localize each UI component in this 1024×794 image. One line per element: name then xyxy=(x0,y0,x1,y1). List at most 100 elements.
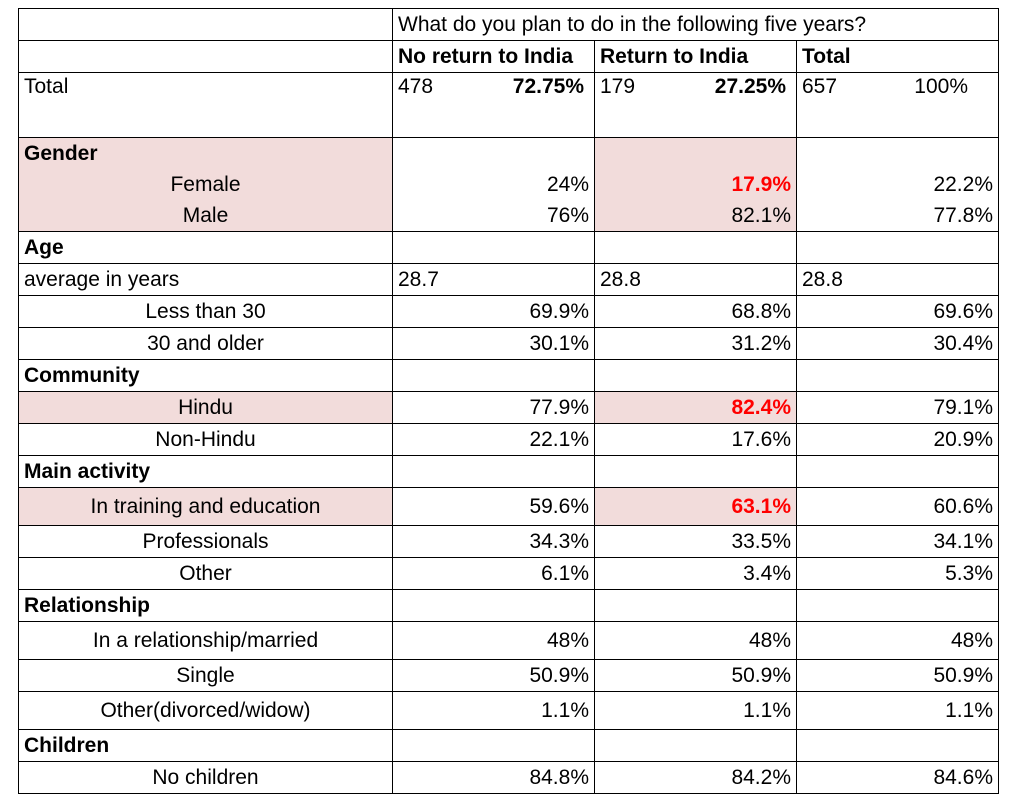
value-cell: 82.1% xyxy=(594,200,797,232)
table-row: Non-Hindu 22.1% 17.6% 20.9% xyxy=(18,423,999,456)
cell xyxy=(18,8,393,41)
value-cell: 33.5% xyxy=(594,525,797,558)
cell xyxy=(392,359,595,392)
row-label: Less than 30 xyxy=(18,295,393,328)
value-cell: 28.7 xyxy=(392,263,595,296)
value-cell: 28.8 xyxy=(796,263,999,296)
value-cell: 1.1% xyxy=(796,691,999,730)
table-row: In training and education 59.6% 63.1% 60.6% xyxy=(18,487,999,526)
row-label: Other xyxy=(18,557,393,590)
value-cell: 77.8% xyxy=(796,200,999,232)
row-label: Hindu xyxy=(18,391,393,424)
value-cell: 34.3% xyxy=(392,525,595,558)
value-cell: 17.9% xyxy=(594,169,797,200)
value-cell: 22.1% xyxy=(392,423,595,456)
value-cell: 84.6% xyxy=(796,761,999,794)
table-row: 30 and older 30.1% 31.2% 30.4% xyxy=(18,327,999,360)
cell xyxy=(594,359,797,392)
table-row: Community xyxy=(18,359,999,392)
cell xyxy=(594,137,797,169)
value-cell: 22.2% xyxy=(796,169,999,200)
count: 657 xyxy=(802,75,838,98)
total-values: 179 27.25% xyxy=(600,75,791,99)
value-cell: 20.9% xyxy=(796,423,999,456)
value-cell: 3.4% xyxy=(594,557,797,590)
section-title: Gender xyxy=(18,137,393,169)
value-cell: 77.9% xyxy=(392,391,595,424)
value-cell: 24% xyxy=(392,169,595,200)
table-row: Less than 30 69.9% 68.8% 69.6% xyxy=(18,295,999,328)
section-title: Community xyxy=(18,359,393,392)
table-row: No children 84.8% 84.2% 84.6% xyxy=(18,761,999,794)
column-header: Return to India xyxy=(594,40,797,73)
value-cell: 6.1% xyxy=(392,557,595,590)
cell xyxy=(796,231,999,264)
section-title: Relationship xyxy=(18,589,393,622)
value-cell: 1.1% xyxy=(392,691,595,730)
cell xyxy=(594,729,797,762)
row-label: 30 and older xyxy=(18,327,393,360)
cell xyxy=(392,137,595,169)
table-row: Other 6.1% 3.4% 5.3% xyxy=(18,557,999,590)
table-row: What do you plan to do in the following … xyxy=(18,8,999,41)
cell xyxy=(392,589,595,622)
section-title: Age xyxy=(18,231,393,264)
table-row: In a relationship/married 48% 48% 48% xyxy=(18,621,999,660)
table-row: Professionals 34.3% 33.5% 34.1% xyxy=(18,525,999,558)
cell xyxy=(796,589,999,622)
value-cell: 50.9% xyxy=(392,659,595,692)
row-label: In training and education xyxy=(18,487,393,526)
value-cell: 84.2% xyxy=(594,761,797,794)
value-cell: 30.4% xyxy=(796,327,999,360)
row-label: Professionals xyxy=(18,525,393,558)
value-cell: 68.8% xyxy=(594,295,797,328)
value-cell: 31.2% xyxy=(594,327,797,360)
table-row: Children xyxy=(18,729,999,762)
row-label: average in years xyxy=(18,263,393,296)
total-values: 478 72.75% xyxy=(398,75,589,99)
value-cell: 30.1% xyxy=(392,327,595,360)
table-row: Hindu 77.9% 82.4% 79.1% xyxy=(18,391,999,424)
question-header: What do you plan to do in the following … xyxy=(392,8,999,41)
value-cell: 48% xyxy=(796,621,999,660)
cell xyxy=(796,137,999,169)
value-cell: 69.6% xyxy=(796,295,999,328)
value-cell: 60.6% xyxy=(796,487,999,526)
total-values: 657 100% xyxy=(802,75,993,99)
total-cell: 179 27.25% xyxy=(594,72,797,138)
value-cell: 34.1% xyxy=(796,525,999,558)
cell xyxy=(594,231,797,264)
table-row: average in years 28.7 28.8 28.8 xyxy=(18,263,999,296)
percent: 100% xyxy=(914,75,968,98)
table-row: Relationship xyxy=(18,589,999,622)
value-cell: 79.1% xyxy=(796,391,999,424)
row-label: Non-Hindu xyxy=(18,423,393,456)
row-label: No children xyxy=(18,761,393,794)
value-cell: 1.1% xyxy=(594,691,797,730)
percent: 27.25% xyxy=(714,75,786,98)
table-row: Gender xyxy=(18,137,999,169)
row-label: In a relationship/married xyxy=(18,621,393,660)
value-cell: 17.6% xyxy=(594,423,797,456)
section-title: Main activity xyxy=(18,455,393,488)
table-row: Total 478 72.75% 179 27.25% 657 100% xyxy=(18,72,999,138)
row-label: Single xyxy=(18,659,393,692)
cell xyxy=(594,589,797,622)
value-cell: 84.8% xyxy=(392,761,595,794)
cell xyxy=(392,455,595,488)
value-cell: 50.9% xyxy=(594,659,797,692)
value-cell: 82.4% xyxy=(594,391,797,424)
value-cell: 69.9% xyxy=(392,295,595,328)
table-row: Male 76% 82.1% 77.8% xyxy=(18,200,999,232)
value-cell: 48% xyxy=(594,621,797,660)
column-header: Total xyxy=(796,40,999,73)
table-row: Age xyxy=(18,231,999,264)
row-label: Female xyxy=(18,169,393,200)
value-cell: 76% xyxy=(392,200,595,232)
cell xyxy=(18,40,393,73)
row-label: Total xyxy=(18,72,393,138)
count: 179 xyxy=(600,75,636,98)
count: 478 xyxy=(398,75,434,98)
row-label: Male xyxy=(18,200,393,232)
table-row: Female 24% 17.9% 22.2% xyxy=(18,169,999,200)
